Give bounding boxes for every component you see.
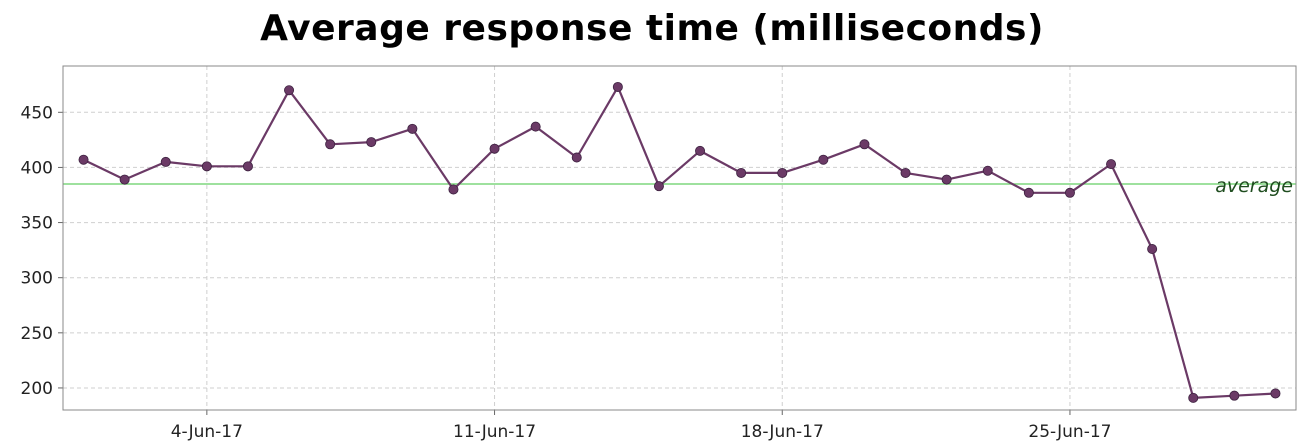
x-tick-label: 11-Jun-17 <box>453 422 536 442</box>
data-point <box>1023 187 1034 198</box>
plot-area <box>63 66 1296 410</box>
plot-border <box>62 65 1297 411</box>
data-point <box>78 154 89 165</box>
y-tick-label: 450 <box>21 103 53 123</box>
x-tick-label: 4-Jun-17 <box>171 422 243 442</box>
data-point <box>160 156 171 167</box>
data-point <box>530 121 541 132</box>
data-point <box>982 165 993 176</box>
data-point <box>818 154 829 165</box>
data-point <box>736 167 747 178</box>
data-point <box>1147 244 1158 255</box>
data-point <box>777 167 788 178</box>
grid <box>63 66 1296 410</box>
data-point <box>448 184 459 195</box>
data-point <box>653 181 664 192</box>
y-tick-label: 350 <box>21 214 53 234</box>
x-tick-label: 25-Jun-17 <box>1028 422 1111 442</box>
data-point <box>119 174 130 185</box>
data-point <box>612 81 623 92</box>
data-point <box>407 123 418 134</box>
y-tick-label: 300 <box>21 269 53 289</box>
average-line-group: average <box>63 175 1296 197</box>
data-point <box>489 143 500 154</box>
y-tick-label: 200 <box>21 379 53 399</box>
data-point <box>284 85 295 96</box>
data-point <box>366 137 377 148</box>
data-point <box>242 161 253 172</box>
data-point <box>1064 187 1075 198</box>
data-point <box>1106 159 1117 170</box>
y-tick-label: 400 <box>21 158 53 178</box>
data-point <box>571 152 582 163</box>
data-point <box>1270 388 1281 399</box>
chart-title: Average response time (milliseconds) <box>260 8 1044 49</box>
data-point <box>201 161 212 172</box>
y-tick-label: 250 <box>21 324 53 344</box>
average-label: average <box>1215 175 1293 197</box>
data-point <box>325 139 336 150</box>
data-point <box>900 167 911 178</box>
axes: 200 250 300 350 400 450 4-Jun-17 11-Jun-17 18-Ju… <box>21 65 1297 442</box>
series-line <box>83 85 1276 399</box>
series-group <box>78 81 1281 403</box>
data-point <box>1229 390 1240 401</box>
data-point <box>1188 392 1199 403</box>
data-point <box>859 139 870 150</box>
data-point <box>941 174 952 185</box>
x-tick-label: 18-Jun-17 <box>741 422 824 442</box>
data-point <box>695 145 706 156</box>
